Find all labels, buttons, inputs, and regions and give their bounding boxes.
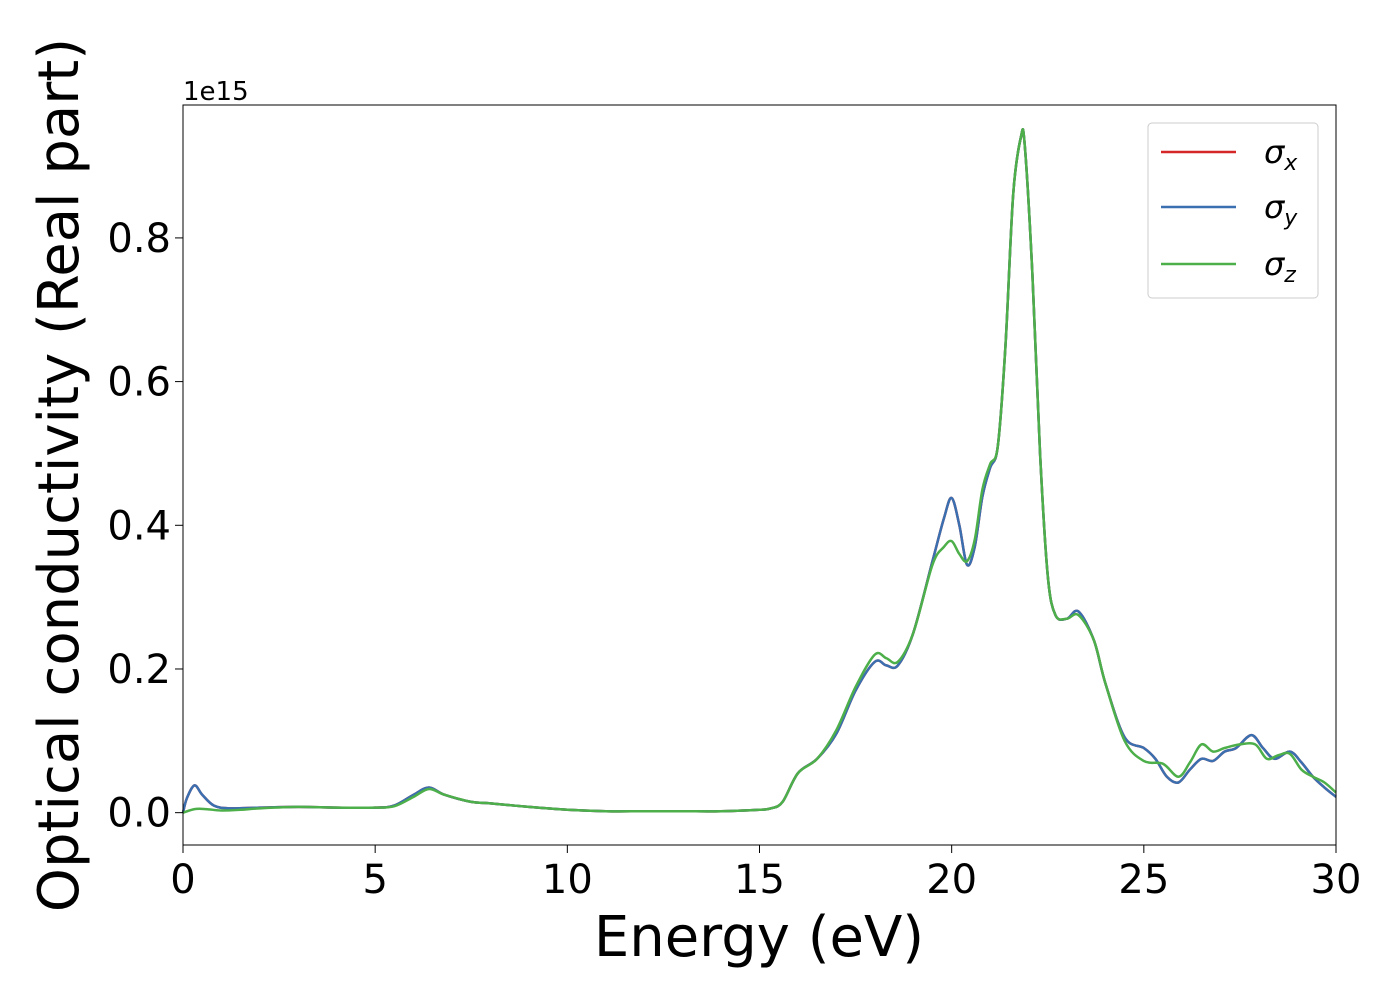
legend-label-x: σx: [1264, 133, 1298, 176]
series-line-z: [182, 127, 1337, 814]
y-tick-label: 0.4: [107, 503, 171, 549]
y-tick-label: 0.8: [107, 216, 171, 262]
legend: σx σy σz: [1147, 122, 1319, 299]
legend-label-y: σy: [1264, 188, 1298, 231]
x-tick-label: 30: [1311, 857, 1362, 903]
x-ticks: 0 5 10 15 20 25 30: [170, 845, 1361, 903]
x-tick-label: 20: [926, 857, 977, 903]
legend-label-z: σz: [1264, 245, 1296, 288]
y-tick-label: 0.0: [107, 791, 171, 837]
x-tick-label: 25: [1118, 857, 1169, 903]
y-tick-label: 0.6: [107, 360, 171, 406]
y-axis-label: Optical conductivity (Real part): [27, 38, 92, 912]
series-line-y: [181, 127, 1337, 813]
x-tick-label: 15: [734, 857, 785, 903]
legend-box: [1147, 122, 1319, 299]
x-tick-label: 0: [170, 857, 195, 903]
y-tick-label: 0.2: [107, 647, 171, 693]
x-tick-label: 10: [542, 857, 593, 903]
y-ticks: 0.0 0.2 0.4 0.6 0.8: [107, 216, 183, 837]
legend-items: σx σy σz: [1161, 133, 1298, 288]
x-tick-label: 5: [362, 857, 387, 903]
y-offset-label: 1e15: [183, 77, 249, 107]
series-layer: [181, 127, 1337, 814]
x-axis-label: Energy (eV): [594, 905, 924, 970]
